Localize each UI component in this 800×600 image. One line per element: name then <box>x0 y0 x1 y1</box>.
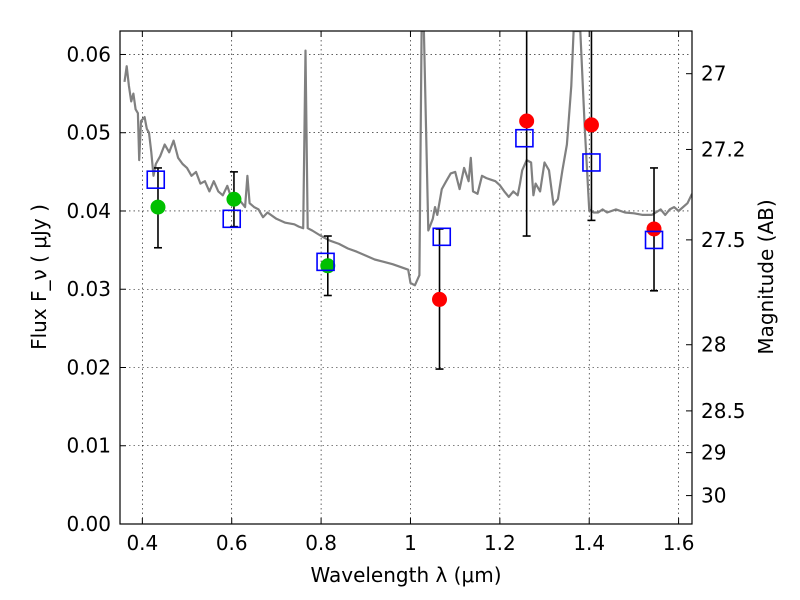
x-tick-label: 0.8 <box>305 531 337 555</box>
right-tick-label: 27.5 <box>701 228 746 252</box>
red-data-point <box>646 221 662 237</box>
plot-series <box>123 31 692 370</box>
y-axis-title-text: Flux F_ν ( μJy ) <box>27 204 51 350</box>
x-tick-label: 1.6 <box>663 531 695 555</box>
right-tick-label: 29 <box>701 441 726 465</box>
model-photometry-square <box>432 227 452 247</box>
right-tick-label: 30 <box>701 484 726 508</box>
right-tick-label: 27 <box>701 62 726 86</box>
axis-ticks: 0.4 0.6 0.8 1 1.2 1.4 1.6 0.00 0.01 0.02 0.03 0.04 0… <box>66 31 746 555</box>
grid <box>120 31 692 524</box>
plot-frame <box>119 30 693 525</box>
green-data-point <box>226 191 242 207</box>
red-data-point <box>583 117 599 133</box>
model-photometry-square <box>644 230 664 250</box>
right-tick-label: 27.2 <box>701 137 746 161</box>
x-axis-title: Wavelength λ (μm) <box>310 563 501 587</box>
y-tick-label: 0.04 <box>66 199 111 223</box>
model-photometry-square <box>515 128 534 148</box>
model-spectrum-line <box>123 31 692 287</box>
y-axis-title: Flux F_ν ( μJy ) <box>27 204 51 350</box>
green-data-point <box>150 199 166 215</box>
y-tick-label: 0.01 <box>66 434 111 458</box>
green-data-point <box>320 258 336 274</box>
x-axis-title-text: Wavelength λ (μm) <box>310 563 501 587</box>
right-axis-title: Magnitude (AB) <box>754 199 778 354</box>
x-tick-label: 1 <box>404 531 417 555</box>
red-data-point <box>519 113 535 129</box>
x-tick-label: 0.4 <box>126 531 158 555</box>
y-tick-label: 0.05 <box>66 121 111 145</box>
right-tick-label: 28.5 <box>701 399 746 423</box>
right-axis-title-text: Magnitude (AB) <box>754 199 778 354</box>
right-tick-label: 28 <box>701 333 726 357</box>
model-photometry-square <box>222 209 242 229</box>
model-photometry-square <box>582 153 601 172</box>
y-tick-label: 0.02 <box>66 355 111 379</box>
model-photometry-square <box>146 170 166 189</box>
x-tick-label: 1.4 <box>573 531 605 555</box>
y-tick-label: 0.00 <box>66 512 111 536</box>
red-data-point <box>432 291 448 307</box>
y-tick-label: 0.03 <box>66 277 111 301</box>
y-tick-label: 0.06 <box>66 42 111 66</box>
model-photometry-square <box>316 252 335 272</box>
x-tick-label: 0.6 <box>216 531 248 555</box>
x-tick-label: 1.2 <box>484 531 516 555</box>
